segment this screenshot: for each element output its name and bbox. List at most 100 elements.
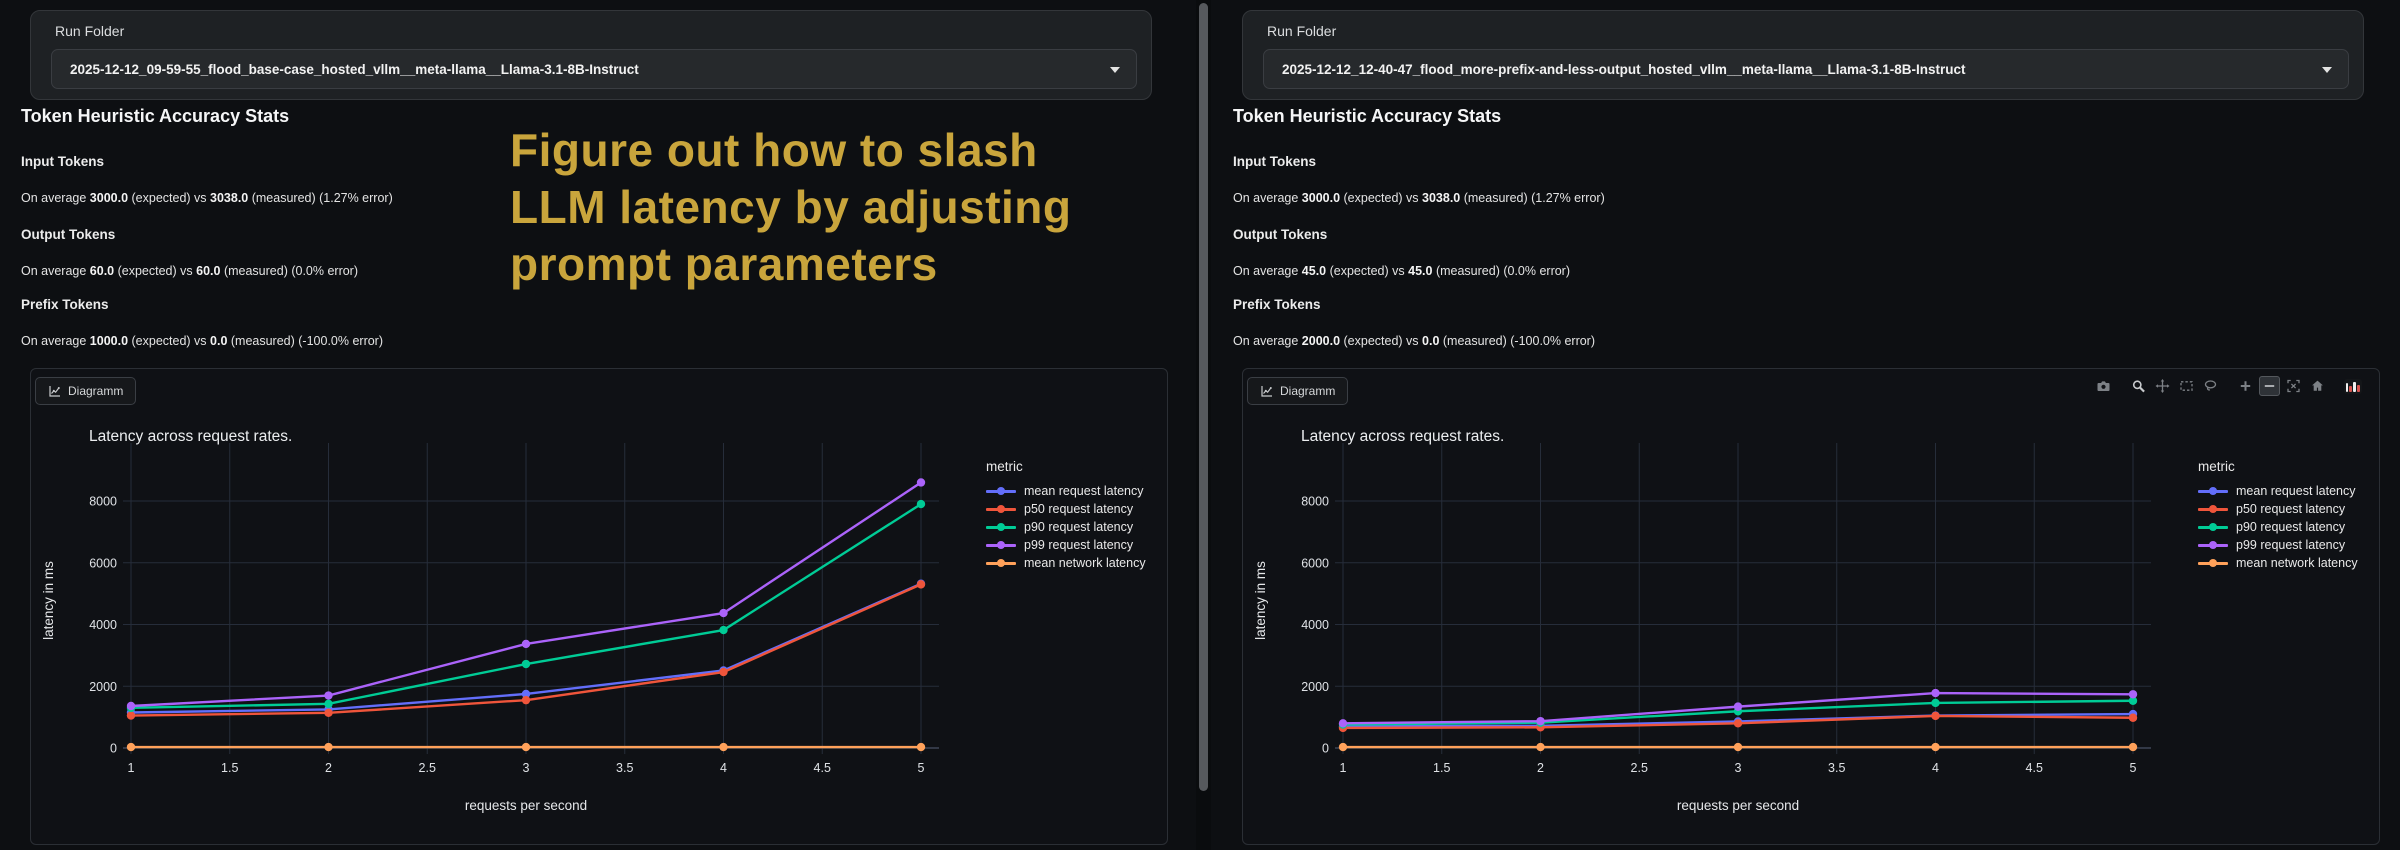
svg-text:2: 2 <box>1537 761 1544 775</box>
svg-text:3.5: 3.5 <box>616 761 633 775</box>
svg-text:latency in ms: latency in ms <box>41 561 56 640</box>
tab-diagramm[interactable]: Diagramm <box>1247 377 1349 405</box>
tab-diagramm[interactable]: Diagramm <box>35 377 137 405</box>
svg-text:requests per second: requests per second <box>1677 798 1799 813</box>
svg-text:requests per second: requests per second <box>465 798 587 813</box>
svg-text:8000: 8000 <box>89 495 117 509</box>
svg-text:4000: 4000 <box>89 618 117 632</box>
stat-label-input-tokens: Input Tokens <box>1233 154 1316 169</box>
legend-item-mean-network-latency[interactable]: mean network latency <box>2198 554 2378 572</box>
latency-line-chart[interactable]: 0 2000 4000 6000 8000 1 1.5 2 2.5 3 3.5 4 4.5 5 Latenc… <box>37 395 987 835</box>
series-swatch <box>2198 559 2228 567</box>
stat-label-output-tokens: Output Tokens <box>21 227 116 242</box>
run-folder-label: Run Folder <box>1267 23 1337 39</box>
legend-item-p90-request-latency[interactable]: p90 request latency <box>2198 518 2378 536</box>
stat-value-prefix-tokens: On average 1000.0 (expected) vs 0.0 (mea… <box>21 334 384 348</box>
svg-text:6000: 6000 <box>89 556 117 570</box>
magnifier-icon <box>2132 380 2145 393</box>
series-swatch <box>986 541 1016 549</box>
svg-text:4000: 4000 <box>1301 618 1329 632</box>
run-folder-label: Run Folder <box>55 23 125 39</box>
series-swatch <box>2198 487 2228 495</box>
series-swatch <box>986 487 1016 495</box>
legend-item-mean-request-latency[interactable]: mean request latency <box>2198 482 2378 500</box>
box-select-icon <box>2180 381 2193 391</box>
modebar-autoscale-button[interactable] <box>2283 376 2304 396</box>
svg-text:8000: 8000 <box>1301 495 1329 509</box>
svg-text:6000: 6000 <box>1301 556 1329 570</box>
latency-line-chart[interactable]: 0 2000 4000 6000 8000 1 1.5 2 2.5 3 3.5 4 4.5 5 Latenc… <box>1249 395 2199 835</box>
svg-text:5: 5 <box>918 761 925 775</box>
stat-label-input-tokens: Input Tokens <box>21 154 104 169</box>
camera-icon <box>2097 381 2110 391</box>
svg-text:5: 5 <box>2130 761 2137 775</box>
modebar-plotly-logo-button[interactable] <box>2342 376 2363 396</box>
legend-item-p50-request-latency[interactable]: p50 request latency <box>2198 500 2378 518</box>
series-swatch <box>2198 523 2228 531</box>
stat-value-input-tokens: On average 3000.0 (expected) vs 3038.0 (… <box>21 191 393 205</box>
svg-text:4: 4 <box>720 761 727 775</box>
chart-card: Diagramm <box>1242 368 2380 845</box>
legend-item-mean-request-latency[interactable]: mean request latency <box>986 482 1166 500</box>
chevron-down-icon <box>2322 67 2332 73</box>
svg-text:2.5: 2.5 <box>1631 761 1648 775</box>
stat-value-input-tokens: On average 3000.0 (expected) vs 3038.0 (… <box>1233 191 1605 205</box>
svg-text:3: 3 <box>1735 761 1742 775</box>
modebar-box-select-button[interactable] <box>2176 376 2197 396</box>
stat-label-prefix-tokens: Prefix Tokens <box>1233 297 1321 312</box>
svg-text:1.5: 1.5 <box>1433 761 1450 775</box>
run-folder-dropdown[interactable]: 2025-12-12_09-59-55_flood_base-case_host… <box>51 49 1137 89</box>
legend-title: metric <box>986 459 1023 474</box>
series-swatch <box>2198 541 2228 549</box>
chart-card: Diagramm 0 2000 4000 6000 8000 1 1.5 2 2.5 3 3.5 4 4… <box>30 368 1168 845</box>
modebar-pan-button[interactable] <box>2152 376 2173 396</box>
svg-text:Latency across request rates.: Latency across request rates. <box>1301 428 1504 445</box>
legend-item-p99-request-latency[interactable]: p99 request latency <box>986 536 1166 554</box>
scrollbar-thumb[interactable] <box>1199 3 1208 791</box>
legend-title: metric <box>2198 459 2235 474</box>
pan-arrows-icon <box>2155 379 2170 393</box>
svg-text:1: 1 <box>128 761 135 775</box>
legend-item-mean-network-latency[interactable]: mean network latency <box>986 554 1166 572</box>
modebar-zoom-in-button[interactable] <box>2235 376 2256 396</box>
stats-heading: Token Heuristic Accuracy Stats <box>21 106 290 126</box>
stat-value-prefix-tokens: On average 2000.0 (expected) vs 0.0 (mea… <box>1233 334 1596 348</box>
stat-value-output-tokens: On average 45.0 (expected) vs 45.0 (meas… <box>1233 264 1571 278</box>
svg-text:0: 0 <box>1322 742 1329 756</box>
lasso-select-icon <box>2204 380 2217 391</box>
chart-legend: metric mean request latency p50 request … <box>986 459 1166 572</box>
autoscale-icon <box>2287 379 2300 393</box>
svg-text:Latency across request rates.: Latency across request rates. <box>89 428 292 445</box>
svg-text:1: 1 <box>1340 761 1347 775</box>
svg-text:4.5: 4.5 <box>2026 761 2043 775</box>
svg-text:2000: 2000 <box>1301 680 1329 694</box>
legend-item-p90-request-latency[interactable]: p90 request latency <box>986 518 1166 536</box>
svg-text:2000: 2000 <box>89 680 117 694</box>
legend-item-p99-request-latency[interactable]: p99 request latency <box>2198 536 2378 554</box>
svg-text:3: 3 <box>523 761 530 775</box>
zoom-in-icon <box>2240 381 2251 391</box>
modebar-zoom-button[interactable] <box>2128 376 2149 396</box>
modebar-camera-button[interactable] <box>2093 376 2114 396</box>
plotly-modebar <box>2093 375 2363 397</box>
run-folder-dropdown[interactable]: 2025-12-12_12-40-47_flood_more-prefix-an… <box>1263 49 2349 89</box>
line-chart-icon <box>1261 385 1272 397</box>
right-pane: Run Folder 2025-12-12_12-40-47_flood_mor… <box>1212 0 2400 850</box>
line-chart-icon <box>49 385 60 397</box>
series-swatch <box>986 523 1016 531</box>
modebar-lasso-select-button[interactable] <box>2200 376 2221 396</box>
left-pane: Run Folder 2025-12-12_09-59-55_flood_bas… <box>0 0 1188 850</box>
plotly-logo-icon <box>2343 378 2362 394</box>
headline-overlay: Figure out how to slash LLM latency by a… <box>510 124 1072 290</box>
modebar-zoom-out-button[interactable] <box>2259 376 2280 396</box>
run-folder-card: Run Folder 2025-12-12_09-59-55_flood_bas… <box>30 10 1152 100</box>
chevron-down-icon <box>1110 67 1120 73</box>
legend-item-p50-request-latency[interactable]: p50 request latency <box>986 500 1166 518</box>
tab-label: Diagramm <box>1280 384 1336 398</box>
series-swatch <box>986 505 1016 513</box>
zoom-out-icon <box>2264 385 2275 387</box>
modebar-reset-axes-button[interactable] <box>2307 376 2328 396</box>
home-icon <box>2312 380 2323 391</box>
run-folder-value: 2025-12-12_09-59-55_flood_base-case_host… <box>70 61 639 77</box>
svg-text:1.5: 1.5 <box>221 761 238 775</box>
